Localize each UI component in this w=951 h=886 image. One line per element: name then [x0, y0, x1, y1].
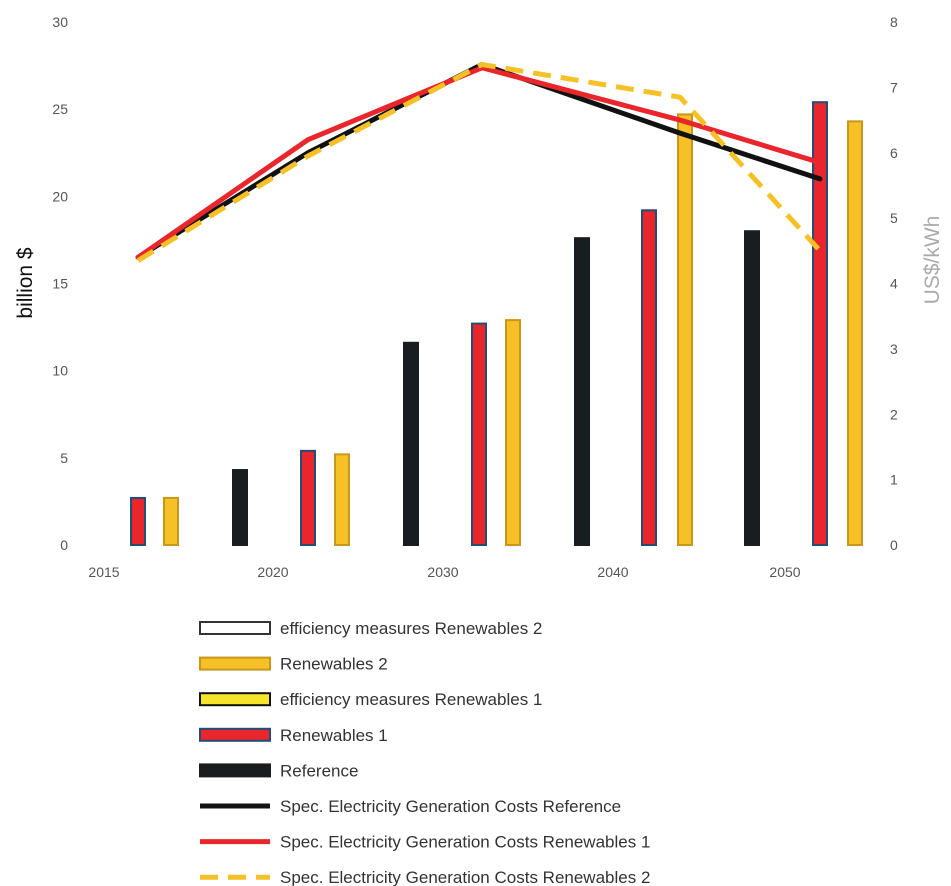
legend-swatch — [199, 621, 271, 635]
y-axis-ticks: 0 5 10 15 20 25 30 — [52, 14, 68, 553]
legend-label: Spec. Electricity Generation Costs Renew… — [280, 868, 650, 886]
x-axis-ticks: 2015 2020 2030 2040 2050 — [88, 564, 800, 580]
bar-reference — [744, 230, 760, 546]
bar-renewables-2 — [847, 120, 863, 547]
bar-renewables-1 — [130, 496, 146, 546]
y-tick-label: 30 — [52, 14, 68, 30]
legend-swatch — [199, 763, 271, 778]
y2-tick-label: 0 — [890, 537, 898, 553]
x-tick-label: 2030 — [427, 564, 458, 580]
y2-tick-label: 2 — [890, 406, 898, 422]
bar-renewables-1 — [812, 101, 828, 547]
bar-reference — [574, 237, 590, 546]
legend-label: Renewables 2 — [280, 655, 388, 674]
legend-swatch — [199, 692, 271, 707]
y-axis-title-left: billion $ — [14, 247, 37, 319]
line-series-2 — [135, 65, 823, 260]
y-tick-label: 10 — [52, 363, 68, 379]
y2-tick-label: 4 — [890, 276, 898, 292]
bar-renewables-2 — [505, 319, 521, 546]
legend-label: efficiency measures Renewables 1 — [280, 690, 542, 709]
line-series-1 — [135, 61, 823, 260]
y-tick-label: 20 — [52, 188, 68, 204]
y2-tick-label: 6 — [890, 145, 898, 161]
bar-renewables-1 — [471, 322, 487, 547]
cost-lines-group — [135, 61, 823, 263]
y-axis-title-right: US$/kWh — [921, 216, 944, 305]
y-tick-label: 15 — [52, 276, 68, 292]
y2-tick-label: 5 — [890, 210, 898, 226]
bar-reference — [403, 341, 419, 547]
legend-swatch — [199, 656, 271, 671]
legend: efficiency measures Renewables 2 Renewabl… — [199, 619, 650, 886]
x-tick-label: 2050 — [769, 564, 800, 580]
bar-reference — [232, 469, 248, 546]
y2-tick-label: 3 — [890, 341, 898, 357]
bar-renewables-1 — [300, 449, 316, 546]
legend-swatch — [199, 727, 271, 742]
x-tick-label: 2040 — [597, 564, 628, 580]
x-tick-label: 2020 — [257, 564, 288, 580]
x-tick-label: 2015 — [88, 564, 119, 580]
line-series-3 — [136, 61, 822, 263]
bar-renewables-2 — [163, 496, 179, 546]
bar-renewables-2 — [334, 453, 350, 547]
bar-series-group — [130, 101, 863, 547]
legend-label: Spec. Electricity Generation Costs Refer… — [280, 797, 621, 816]
legend-label: efficiency measures Renewables 2 — [280, 619, 542, 638]
y-tick-label: 0 — [60, 537, 68, 553]
y2-tick-label: 7 — [890, 79, 898, 95]
legend-label: Spec. Electricity Generation Costs Renew… — [280, 833, 650, 852]
legend-label: Renewables 1 — [280, 726, 388, 745]
y2-tick-label: 1 — [890, 472, 898, 488]
y2-tick-label: 8 — [890, 14, 898, 30]
y-tick-label: 25 — [52, 101, 68, 117]
legend-label: Reference — [280, 761, 358, 780]
y-tick-label: 5 — [60, 450, 68, 466]
bar-renewables-1 — [641, 209, 657, 546]
y2-axis-ticks: 0 1 2 3 4 5 6 7 8 — [890, 14, 898, 553]
bar-renewables-2 — [677, 113, 693, 546]
